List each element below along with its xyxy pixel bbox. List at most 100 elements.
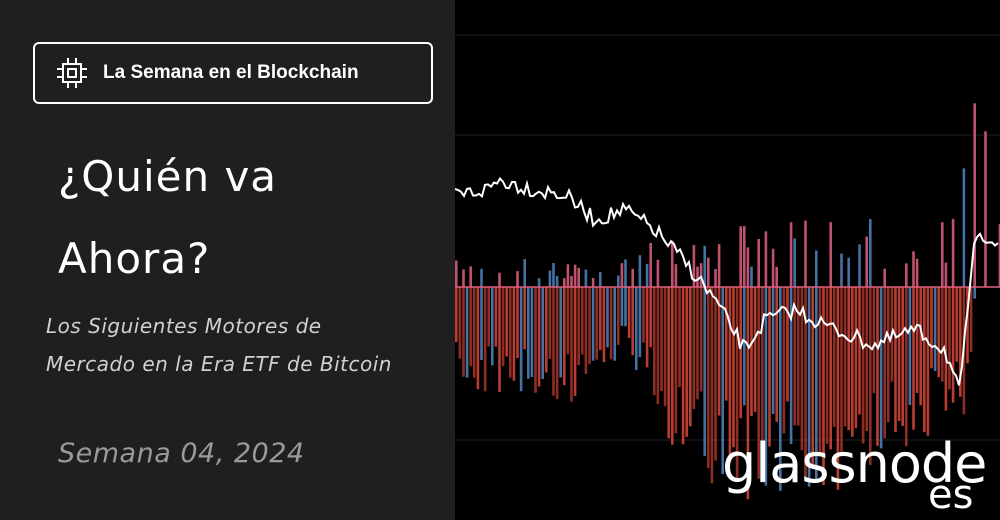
decor-bar: [617, 275, 620, 287]
decor-bar: [941, 222, 944, 287]
decor-bar: [559, 287, 562, 378]
decor-bar: [908, 287, 912, 405]
decor-bar: [458, 287, 462, 359]
decor-bar: [476, 287, 480, 390]
decor-bar: [624, 287, 627, 327]
decor-bar: [714, 287, 717, 461]
decor-bar: [523, 287, 526, 350]
decor-bar: [757, 287, 760, 479]
decor-bar: [876, 287, 879, 446]
decor-bar: [858, 287, 861, 415]
decor-bar: [530, 287, 534, 377]
decor-bar: [782, 287, 786, 434]
decor-bar: [973, 103, 976, 287]
logo-region: es: [928, 472, 974, 518]
decor-bar: [905, 263, 908, 287]
decor-bar: [761, 287, 764, 483]
decor-bar: [728, 287, 732, 462]
decor-bar: [617, 287, 620, 345]
decor-line: [455, 176, 999, 386]
decor-bar: [537, 287, 541, 387]
decor-bar: [851, 287, 854, 437]
decor-bar: [937, 287, 940, 378]
decor-bar: [707, 287, 710, 469]
decor-bar: [815, 250, 818, 287]
decor-bar: [519, 287, 523, 392]
decor-bar: [750, 287, 753, 417]
decor-bar: [563, 287, 566, 386]
decor-bar: [825, 287, 829, 444]
decor-bar: [501, 287, 505, 367]
decorative-chart: [455, 34, 1000, 500]
decor-bar: [883, 287, 886, 439]
decor-bar: [696, 266, 699, 287]
decor-bar: [714, 269, 717, 287]
decor-bar: [717, 244, 721, 287]
decor-bar: [923, 287, 926, 433]
decor-bar: [779, 287, 782, 491]
decor-bar: [786, 287, 789, 402]
decor-bar: [753, 287, 757, 413]
decor-bar: [469, 266, 472, 287]
decor-bar: [541, 287, 544, 380]
decor-bar: [966, 287, 969, 364]
decor-bar: [858, 244, 861, 287]
decor-bar: [671, 240, 674, 287]
logo: glassnode: [722, 432, 987, 495]
decor-bar: [869, 219, 872, 287]
decor-bar: [577, 267, 580, 287]
decor-bar: [620, 263, 624, 287]
decor-bar: [631, 287, 634, 356]
decor-bar: [638, 287, 642, 358]
decor-bar: [948, 287, 951, 390]
left-panel: La Semana en el Blockchain ¿Quién va Aho…: [0, 0, 455, 520]
decor-bar: [613, 287, 616, 361]
decor-bar: [800, 287, 804, 451]
decor-bar: [919, 287, 922, 406]
decor-bar: [462, 269, 465, 287]
decor-bar: [944, 287, 948, 411]
decor-bar: [552, 263, 555, 287]
decor-bar: [854, 287, 858, 429]
badge-text: La Semana en el Blockchain: [103, 62, 359, 83]
decor-bar: [678, 287, 681, 388]
decor-bar: [912, 287, 915, 430]
decor-bar: [674, 287, 678, 434]
decor-bar: [861, 287, 865, 444]
decor-bar: [847, 257, 850, 287]
decor-bar: [602, 287, 606, 363]
decor-bar: [973, 287, 976, 299]
decor-bar: [710, 287, 714, 484]
decor-bar: [998, 224, 1000, 287]
decor-bar: [573, 287, 577, 396]
decor-bar: [843, 287, 847, 427]
decor-bar: [692, 287, 696, 409]
decor-bar: [656, 259, 660, 287]
decor-bar: [624, 259, 627, 287]
decor-bar: [537, 278, 541, 287]
decor-bar: [941, 287, 944, 382]
decor-bar: [879, 287, 883, 449]
decor-bar: [789, 222, 793, 287]
decor-bar: [829, 222, 832, 287]
decor-bar: [811, 287, 814, 466]
decor-bar: [703, 287, 706, 457]
decor-bar: [707, 257, 710, 287]
decor-bar: [894, 287, 897, 433]
decor-bar: [588, 287, 591, 365]
decor-bar: [480, 287, 483, 361]
decor-bar: [667, 287, 670, 439]
chip-icon: [57, 58, 87, 88]
subtitle-line: Los Siguientes Motores de: [46, 314, 322, 338]
badge: La Semana en el Blockchain: [33, 42, 433, 104]
decor-bar: [469, 287, 472, 367]
decor-bar: [577, 287, 580, 366]
decor-bar: [566, 264, 570, 287]
decor-bar: [505, 287, 508, 357]
decor-bar: [638, 255, 642, 287]
decor-bar: [815, 287, 818, 483]
decor-bar: [833, 287, 836, 427]
decor-bar: [829, 287, 832, 450]
decor-bar: [699, 287, 703, 392]
decor-bar: [584, 287, 588, 374]
